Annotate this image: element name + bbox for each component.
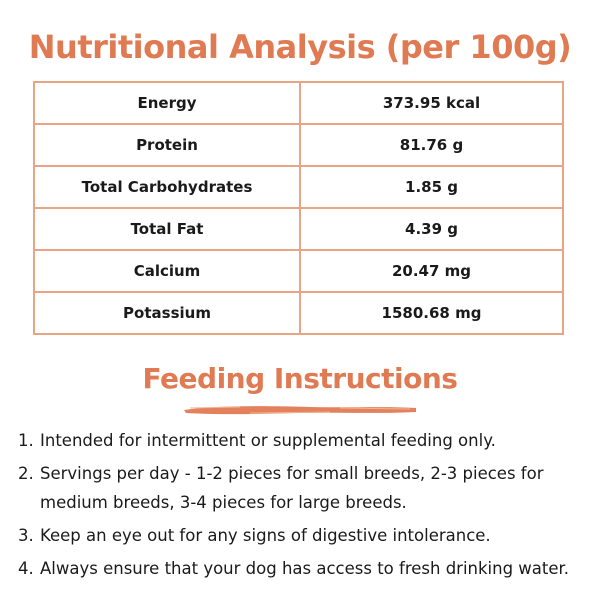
list-item-number: 2. <box>18 464 34 483</box>
list-item-text: Servings per day - 1-2 pieces for small … <box>40 464 544 512</box>
nutrient-value: 4.39 g <box>299 207 564 251</box>
list-item-number: 3. <box>18 526 34 545</box>
nutrient-name: Energy <box>33 81 301 125</box>
table-row: Calcium 20.47 mg <box>33 249 564 293</box>
list-item: 4. Always ensure that your dog has acces… <box>18 554 590 583</box>
list-item-text: Keep an eye out for any signs of digesti… <box>40 526 491 545</box>
list-item-number: 1. <box>18 431 34 450</box>
nutrient-name: Calcium <box>33 249 301 293</box>
table-row: Protein 81.76 g <box>33 123 564 167</box>
list-item-text: Intended for intermittent or supplementa… <box>40 431 496 450</box>
table-row: Total Carbohydrates 1.85 g <box>33 165 564 209</box>
nutrition-table: Energy 373.95 kcal Protein 81.76 g Total… <box>33 81 564 335</box>
list-item: 2. Servings per day - 1-2 pieces for sma… <box>18 459 590 517</box>
nutrient-value: 373.95 kcal <box>299 81 564 125</box>
nutrient-name: Total Fat <box>33 207 301 251</box>
feeding-instructions-list: 1. Intended for intermittent or suppleme… <box>18 426 590 587</box>
table-row: Potassium 1580.68 mg <box>33 291 564 335</box>
nutrient-value: 1.85 g <box>299 165 564 209</box>
list-item-number: 4. <box>18 559 34 578</box>
table-row: Energy 373.95 kcal <box>33 81 564 125</box>
nutrient-value: 20.47 mg <box>299 249 564 293</box>
nutrient-name: Potassium <box>33 291 301 335</box>
brush-underline-icon <box>184 406 416 415</box>
list-item-text: Always ensure that your dog has access t… <box>40 559 570 578</box>
nutrient-value: 1580.68 mg <box>299 291 564 335</box>
nutrient-name: Protein <box>33 123 301 167</box>
nutrient-value: 81.76 g <box>299 123 564 167</box>
feeding-instructions-title: Feeding Instructions <box>142 362 458 395</box>
table-row: Total Fat 4.39 g <box>33 207 564 251</box>
list-item: 3. Keep an eye out for any signs of dige… <box>18 521 590 550</box>
nutrient-name: Total Carbohydrates <box>33 165 301 209</box>
list-item: 1. Intended for intermittent or suppleme… <box>18 426 590 455</box>
page-title: Nutritional Analysis (per 100g) <box>28 28 572 66</box>
